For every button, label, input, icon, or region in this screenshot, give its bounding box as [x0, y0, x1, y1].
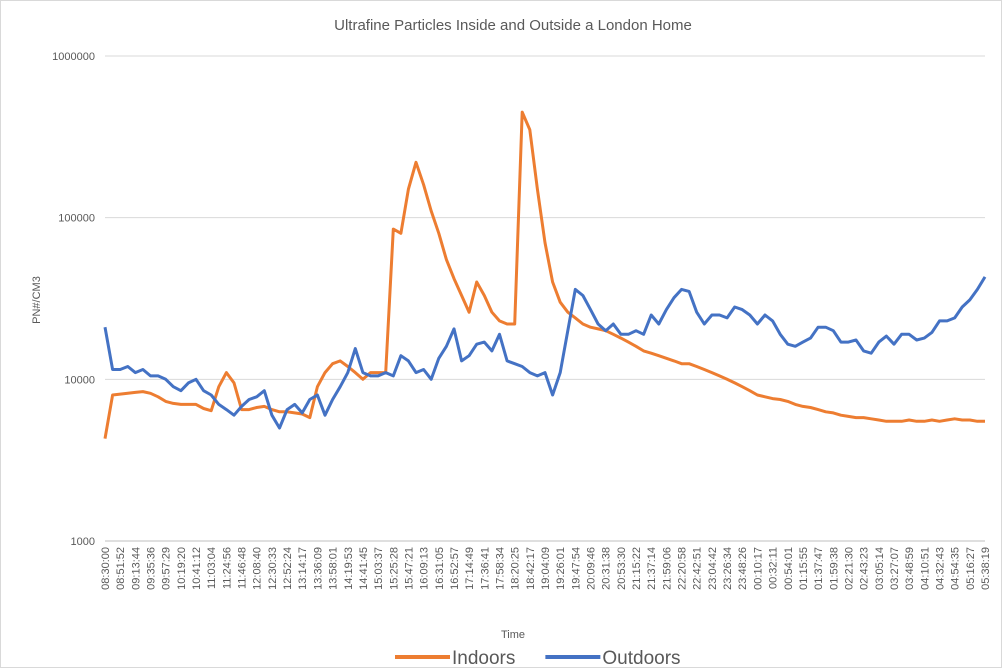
x-tick-label: 21:15:22: [631, 547, 643, 590]
x-tick-label: 05:16:27: [965, 547, 977, 590]
chart-title: Ultrafine Particles Inside and Outside a…: [334, 17, 692, 34]
x-tick-label: 11:03:04: [206, 547, 218, 589]
x-tick-label: 13:14:17: [297, 547, 309, 590]
x-tick-label: 05:38:19: [980, 547, 992, 590]
x-tick-label: 03:27:07: [889, 547, 901, 590]
x-tick-label: 16:09:13: [419, 547, 431, 590]
x-tick-label: 09:35:36: [146, 547, 158, 590]
x-tick-label: 15:03:37: [373, 547, 385, 590]
x-tick-label: 11:24:56: [221, 547, 233, 589]
x-axis-label: Time: [501, 629, 525, 641]
x-tick-label: 04:10:51: [919, 547, 931, 590]
x-tick-label: 19:26:01: [555, 547, 567, 590]
x-tick-label: 10:19:20: [176, 547, 188, 590]
x-tick-label: 23:26:34: [722, 547, 734, 590]
x-tick-label: 19:04:09: [540, 547, 552, 590]
x-tick-label: 22:42:51: [692, 547, 704, 590]
x-tick-label: 01:15:55: [798, 547, 810, 590]
x-tick-label: 00:32:11: [768, 547, 780, 589]
x-tick-label: 13:36:09: [312, 547, 324, 590]
x-tick-label: 16:52:57: [449, 547, 461, 590]
x-tick-label: 12:30:33: [267, 547, 279, 590]
x-tick-label: 10:41:12: [191, 547, 203, 590]
x-tick-label: 08:30:00: [100, 547, 112, 590]
x-tick-label: 13:58:01: [328, 547, 340, 590]
x-tick-label: 17:58:34: [494, 547, 506, 590]
x-tick-label: 21:37:14: [646, 547, 658, 590]
x-tick-label: 01:59:38: [828, 547, 840, 590]
x-tick-label: 20:31:38: [601, 547, 613, 590]
x-tick-label: 03:48:59: [904, 547, 916, 590]
x-tick-label: 04:32:43: [934, 547, 946, 590]
x-tick-label: 02:43:23: [859, 547, 871, 590]
x-tick-label: 14:19:53: [343, 547, 355, 590]
y-tick-label: 100000: [58, 213, 95, 225]
x-tick-label: 16:31:05: [434, 547, 446, 590]
y-tick-label: 1000: [71, 536, 95, 548]
x-tick-label: 20:53:30: [616, 547, 628, 590]
x-tick-label: 15:47:21: [403, 547, 415, 590]
y-tick-label: 10000: [64, 374, 95, 386]
x-tick-label: 17:36:41: [479, 547, 491, 590]
y-tick-label: 1000000: [52, 51, 95, 63]
x-tick-label: 04:54:35: [950, 547, 962, 590]
x-tick-label: 00:54:01: [783, 547, 795, 590]
x-tick-label: 02:21:30: [843, 547, 855, 590]
x-tick-label: 08:51:52: [115, 547, 127, 590]
legend-label: Outdoors: [602, 648, 680, 668]
x-tick-label: 19:47:54: [570, 547, 582, 590]
y-axis-label: PN#/CM3: [31, 276, 43, 324]
x-tick-label: 11:46:48: [237, 547, 249, 589]
x-tick-label: 17:14:49: [464, 547, 476, 590]
x-tick-label: 23:04:42: [707, 547, 719, 590]
x-tick-label: 15:25:28: [388, 547, 400, 590]
x-tick-label: 00:10:17: [752, 547, 764, 590]
series-line: [103, 276, 987, 430]
x-tick-label: 03:05:14: [874, 547, 886, 590]
x-tick-label: 09:13:44: [130, 547, 142, 590]
x-tick-label: 09:57:29: [161, 547, 173, 590]
legend-label: Indoors: [452, 648, 515, 668]
x-tick-label: 01:37:47: [813, 547, 825, 590]
x-tick-label: 22:20:58: [677, 547, 689, 590]
x-tick-label: 23:48:26: [737, 547, 749, 590]
x-tick-label: 14:41:45: [358, 547, 370, 590]
x-tick-label: 20:09:46: [586, 547, 598, 590]
x-tick-label: 12:08:40: [252, 547, 264, 590]
x-tick-label: 21:59:06: [661, 547, 673, 590]
x-tick-label: 12:52:24: [282, 547, 294, 590]
x-tick-label: 18:20:25: [510, 547, 522, 590]
x-tick-label: 18:42:17: [525, 547, 537, 590]
series-line: [103, 110, 985, 439]
